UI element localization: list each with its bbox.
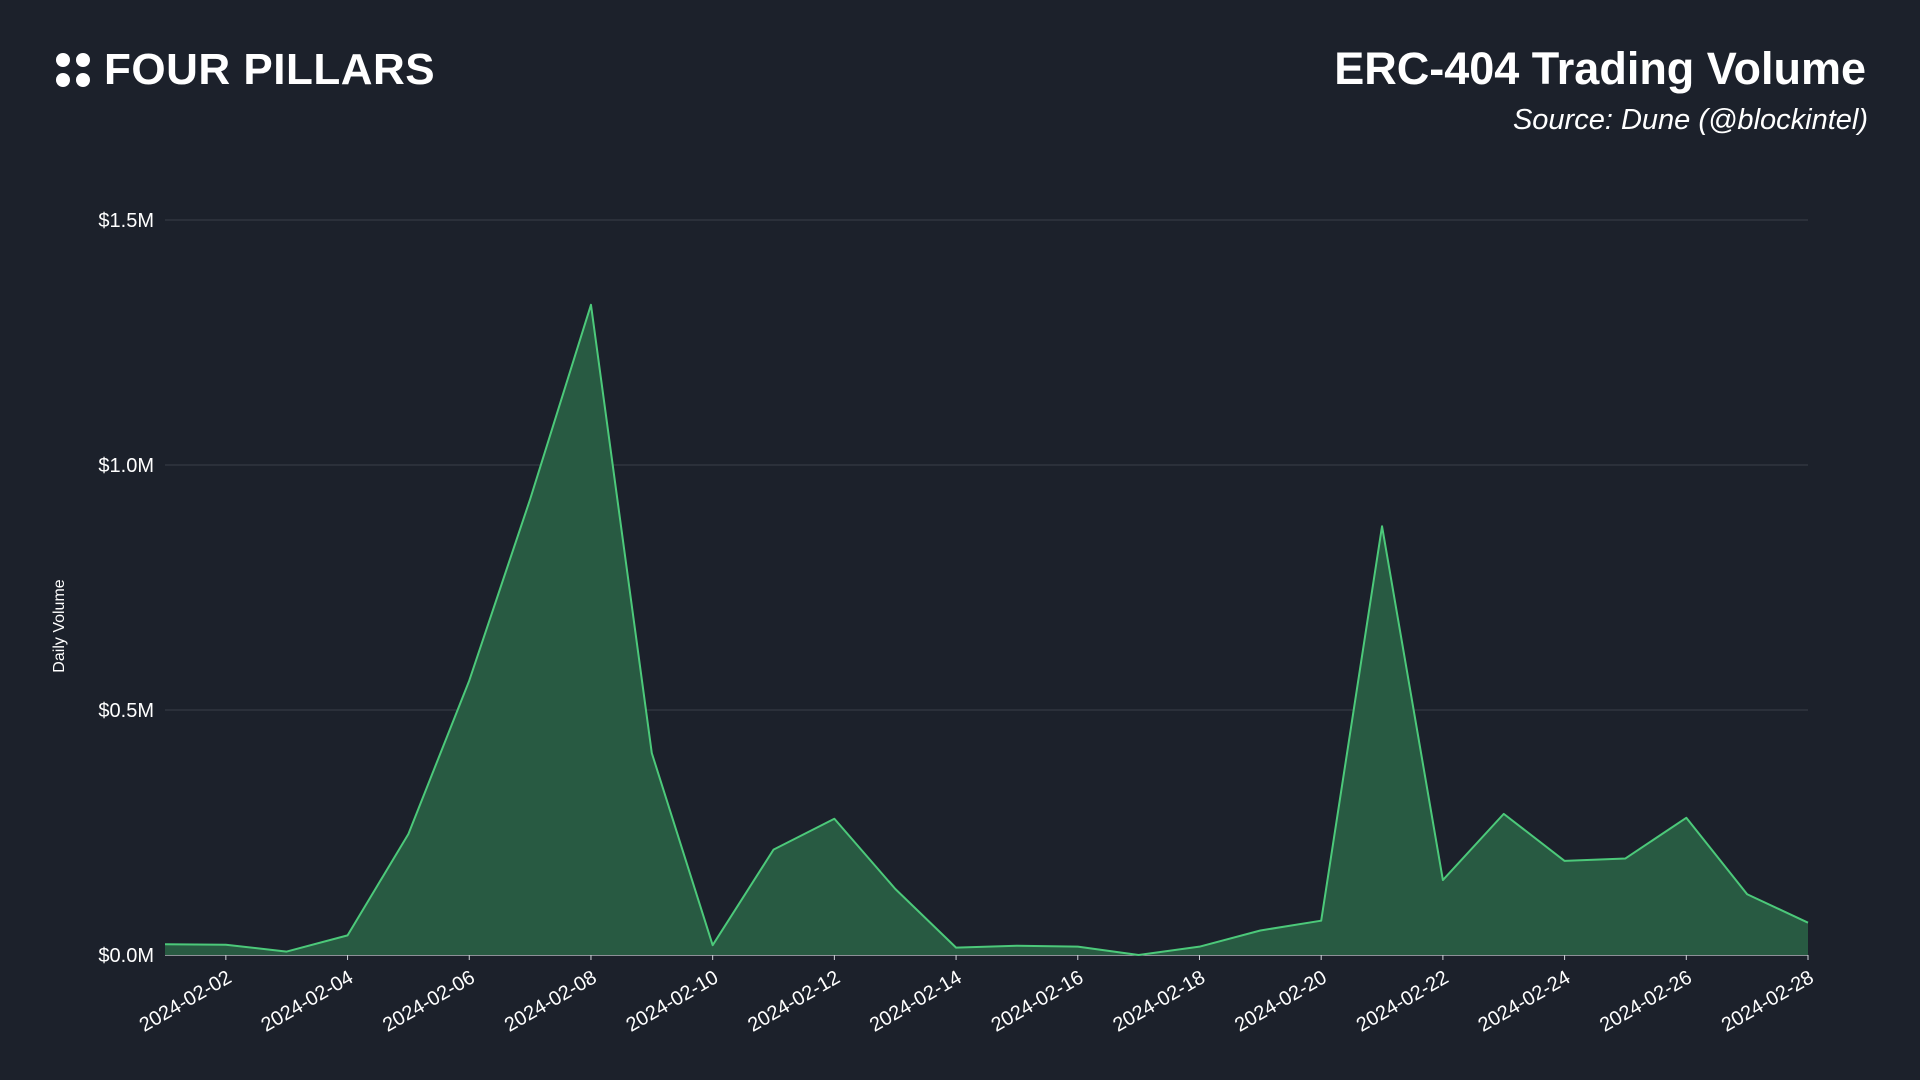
y-tick-label: $1.5M: [98, 210, 154, 232]
y-tick-label: $1.0M: [98, 455, 154, 477]
x-tick-label: 2024-02-04: [257, 966, 357, 1036]
y-tick-label: $0.0M: [98, 945, 154, 967]
x-tick-label: 2024-02-24: [1474, 966, 1574, 1036]
series-line: [164, 303, 1809, 956]
y-tick-label: $0.5M: [98, 700, 154, 722]
y-axis-title: Daily Volume: [51, 579, 68, 672]
brand-name: FOUR PILLARS: [104, 45, 436, 94]
four-dots-icon: [56, 53, 90, 87]
x-tick-label: 2024-02-12: [744, 966, 844, 1036]
x-tick-label: 2024-02-16: [988, 966, 1088, 1036]
area-fill: [165, 304, 1808, 955]
x-tick-label: 2024-02-28: [1718, 966, 1818, 1036]
x-tick-label: 2024-02-14: [866, 966, 966, 1036]
x-tick-label: 2024-02-26: [1596, 966, 1696, 1036]
x-tick-label: 2024-02-02: [136, 966, 236, 1036]
chart-title: ERC-404 Trading Volume: [1334, 43, 1866, 94]
y-axis-ticks: $0.0M $0.5M $1.0M $1.5M: [98, 210, 154, 967]
x-tick-label: 2024-02-18: [1109, 966, 1209, 1036]
x-axis-ticks: 2024-02-02 2024-02-04 2024-02-06 2024-02-08…: [136, 955, 1818, 1037]
area-series: [164, 303, 1809, 956]
x-tick-label: 2024-02-10: [623, 966, 723, 1036]
chart-subtitle: Source: Dune (@blockintel): [1512, 104, 1868, 136]
x-tick-label: 2024-02-06: [379, 966, 479, 1036]
x-tick-label: 2024-02-08: [501, 966, 601, 1036]
brand-logo: FOUR PILLARS: [56, 48, 435, 92]
x-tick-label: 2024-02-22: [1353, 966, 1453, 1036]
x-tick-label: 2024-02-20: [1231, 966, 1331, 1036]
